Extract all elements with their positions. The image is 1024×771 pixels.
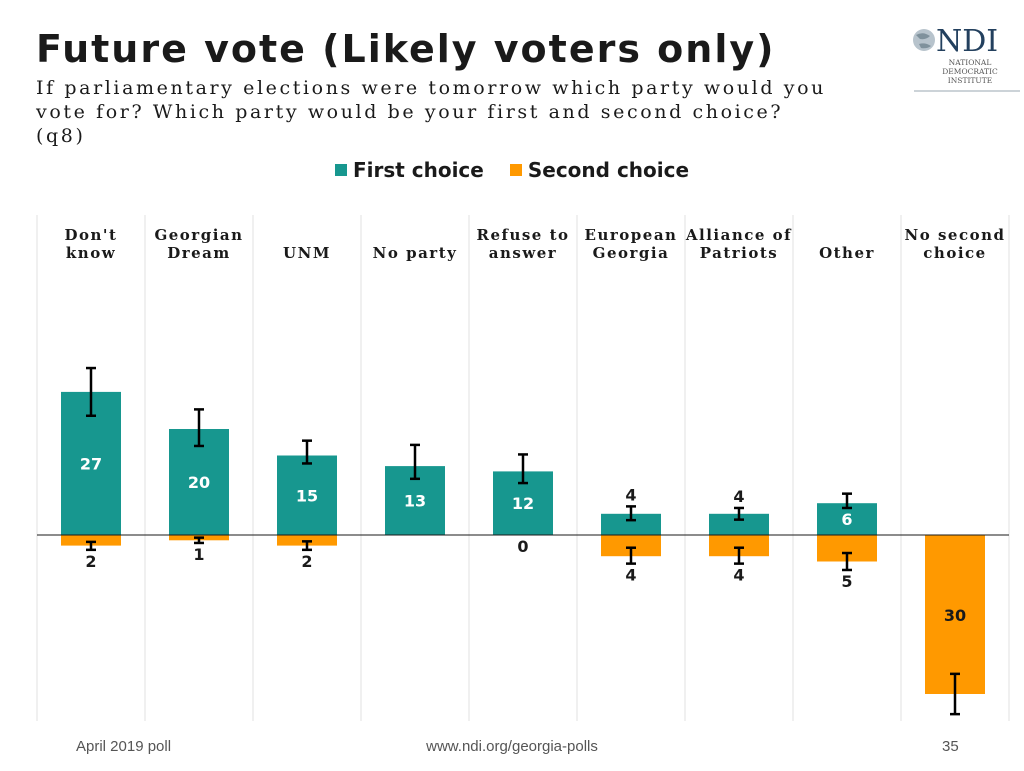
category-label: Don't (65, 226, 118, 244)
chart-legend: First choice Second choice (0, 158, 1024, 182)
category-label: Alliance of (685, 226, 792, 244)
category-label: choice (923, 244, 986, 262)
page-title: Future vote (Likely voters only) (36, 27, 776, 71)
first-choice-bar (601, 513, 661, 535)
legend-swatch-second (509, 164, 522, 176)
first-choice-data-label: 6 (841, 510, 852, 529)
logo-line-2: DEMOCRATIC (942, 67, 998, 76)
second-choice-data-label: 30 (944, 606, 966, 625)
category-label: No party (373, 244, 458, 262)
legend-label-second: Second choice (527, 158, 690, 182)
second-choice-data-label: 4 (625, 566, 636, 585)
first-choice-data-label: 4 (625, 485, 636, 504)
second-choice-data-label: 2 (301, 552, 312, 571)
footer-page-number: 35 (942, 738, 959, 755)
logo-wordmark: NDI (936, 24, 998, 59)
second-choice-bar (925, 535, 985, 694)
legend-label-first: First choice (352, 158, 484, 182)
second-choice-data-label: 5 (841, 572, 852, 591)
category-label: answer (489, 244, 557, 262)
footer-url: www.ndi.org/georgia-polls (426, 738, 598, 755)
category-label: Other (819, 244, 875, 262)
second-choice-bar (61, 535, 121, 546)
category-label: Georgia (593, 244, 670, 262)
first-choice-bar (277, 455, 337, 535)
category-label: Georgian (154, 226, 243, 244)
category-label: No second (905, 226, 1006, 244)
second-choice-data-label: 4 (733, 566, 744, 585)
category-label: European (585, 226, 678, 244)
ndi-logo: NDI NATIONAL DEMOCRATIC INSTITUTE (906, 20, 1020, 96)
first-choice-data-label: 4 (733, 487, 744, 506)
first-choice-data-label: 12 (512, 494, 534, 513)
second-choice-data-label: 2 (85, 552, 96, 571)
category-label: UNM (283, 244, 331, 262)
first-choice-data-label: 15 (296, 486, 318, 505)
first-choice-data-label: 13 (404, 492, 426, 511)
legend-item-first-choice: First choice (334, 158, 484, 182)
page-subtitle: If parliamentary elections were tomorrow… (36, 77, 826, 147)
first-choice-data-label: 27 (80, 454, 102, 473)
category-label: Patriots (700, 244, 779, 262)
first-choice-bar (709, 513, 769, 535)
category-label: Refuse to (476, 226, 569, 244)
logo-line-1: NATIONAL (949, 58, 992, 67)
ndi-logo-graphic: NDI NATIONAL DEMOCRATIC INSTITUTE (913, 24, 1020, 92)
logo-line-3: INSTITUTE (948, 76, 992, 85)
first-choice-data-label: 20 (188, 473, 210, 492)
second-choice-bar (601, 535, 661, 557)
second-choice-data-label: 0 (517, 537, 528, 556)
legend-swatch-first (334, 164, 347, 176)
category-label: Dream (167, 244, 231, 262)
legend-item-second-choice: Second choice (509, 158, 690, 182)
second-choice-data-label: 1 (193, 545, 204, 564)
second-choice-bar (709, 535, 769, 557)
category-label: know (66, 244, 116, 262)
footer-poll-date: April 2019 poll (76, 738, 172, 755)
